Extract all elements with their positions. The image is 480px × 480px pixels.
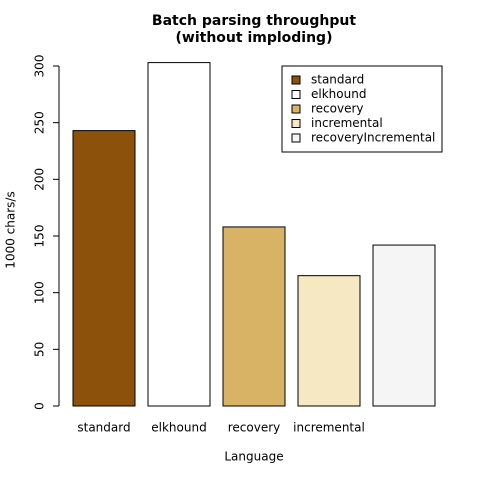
bar — [147, 62, 211, 407]
bar — [297, 275, 361, 407]
y-tick-label: 150 — [33, 225, 47, 248]
y-tick-label: 100 — [33, 281, 47, 304]
legend-label: recovery — [311, 102, 364, 116]
x-axis-label: Language — [224, 450, 283, 464]
y-axis-label: 1000 chars/s — [4, 191, 18, 268]
legend-label: incremental — [311, 116, 383, 130]
legend-swatch — [291, 75, 301, 85]
legend-swatch — [291, 119, 301, 128]
y-tick-label: 250 — [33, 111, 47, 134]
bar — [72, 130, 136, 407]
x-tick-label: recovery — [228, 421, 281, 435]
legend-box — [281, 65, 443, 153]
legend-label: recoveryIncremental — [311, 131, 435, 145]
chart-title: Batch parsing throughput — [152, 13, 356, 29]
y-tick-label: 300 — [33, 55, 47, 78]
legend-label: elkhound — [311, 87, 366, 101]
legend-swatch — [291, 90, 301, 99]
legend-swatch — [291, 133, 301, 143]
legend-swatch — [291, 104, 301, 114]
bar — [222, 226, 286, 407]
y-tick-label: 200 — [33, 168, 47, 191]
chart-subtitle: (without imploding) — [176, 30, 333, 46]
y-tick-label: 50 — [33, 342, 47, 357]
x-tick-label: standard — [77, 421, 130, 435]
y-tick-label: 0 — [33, 402, 47, 410]
x-tick-label: incremental — [293, 421, 365, 435]
x-tick-label: elkhound — [151, 421, 206, 435]
bar — [372, 244, 436, 407]
legend-label: standard — [311, 73, 364, 87]
